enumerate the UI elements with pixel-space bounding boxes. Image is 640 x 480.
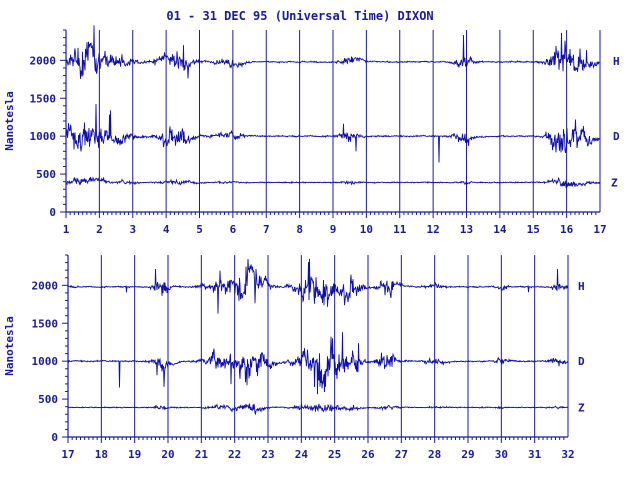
series-label-h: H (613, 55, 620, 68)
y-axis-label: Nanotesla (3, 316, 16, 376)
x-tick-label: 31 (528, 448, 542, 461)
x-tick-label: 26 (361, 448, 375, 461)
y-tick-label: 1500 (30, 92, 57, 105)
series-label-d: D (578, 355, 585, 368)
series-label-z: Z (611, 176, 618, 189)
y-tick-label: 0 (49, 206, 56, 219)
x-tick-label: 20 (161, 448, 174, 461)
y-tick-label: 2000 (32, 279, 59, 292)
x-tick-label: 4 (163, 223, 170, 236)
y-tick-label: 500 (36, 168, 56, 181)
y-axis-label: Nanotesla (3, 91, 16, 151)
y-tick-label: 0 (51, 431, 58, 444)
x-tick-label: 17 (593, 223, 606, 236)
x-tick-label: 17 (61, 448, 74, 461)
series-label-d: D (613, 130, 620, 143)
x-tick-label: 5 (196, 223, 203, 236)
series-trace-d (67, 332, 569, 395)
y-tick-label: 2000 (30, 54, 57, 67)
x-tick-label: 23 (261, 448, 274, 461)
x-tick-label: 11 (393, 223, 407, 236)
x-tick-label: 18 (95, 448, 108, 461)
x-tick-label: 29 (461, 448, 474, 461)
series-trace-h (67, 258, 569, 314)
series-trace-d (65, 103, 601, 163)
chart-title: 01 - 31 DEC 95 (Universal Time) DIXON (166, 9, 433, 23)
x-tick-label: 15 (527, 223, 540, 236)
x-tick-label: 25 (328, 448, 341, 461)
y-tick-label: 500 (38, 393, 58, 406)
x-tick-label: 22 (228, 448, 241, 461)
series-label-h: H (578, 280, 585, 293)
x-tick-label: 14 (493, 223, 507, 236)
series-trace-z (67, 403, 569, 416)
x-tick-label: 12 (427, 223, 440, 236)
x-tick-label: 8 (296, 223, 303, 236)
x-tick-label: 30 (495, 448, 508, 461)
x-tick-label: 13 (460, 223, 473, 236)
y-tick-label: 1000 (32, 355, 59, 368)
x-tick-label: 19 (128, 448, 141, 461)
x-tick-label: 27 (395, 448, 408, 461)
x-tick-label: 1 (63, 223, 70, 236)
x-tick-label: 32 (561, 448, 574, 461)
x-tick-label: 21 (195, 448, 209, 461)
x-tick-label: 9 (330, 223, 337, 236)
series-trace-h (65, 25, 601, 79)
x-tick-label: 6 (230, 223, 237, 236)
series-trace-z (65, 176, 601, 188)
y-tick-label: 1000 (30, 130, 57, 143)
x-tick-label: 10 (360, 223, 373, 236)
panel-bottom: 0 500 1000 1500 2000 Nanotesla 17 18 19 20 21 22 23 2… (3, 254, 585, 461)
x-tick-label: 2 (96, 223, 103, 236)
y-tick-label: 1500 (32, 317, 59, 330)
x-tick-label: 16 (560, 223, 574, 236)
series-label-z: Z (578, 401, 585, 414)
x-tick-label: 7 (263, 223, 270, 236)
x-tick-label: 28 (428, 448, 441, 461)
x-tick-label: 24 (295, 448, 309, 461)
x-tick-label: 3 (129, 223, 136, 236)
